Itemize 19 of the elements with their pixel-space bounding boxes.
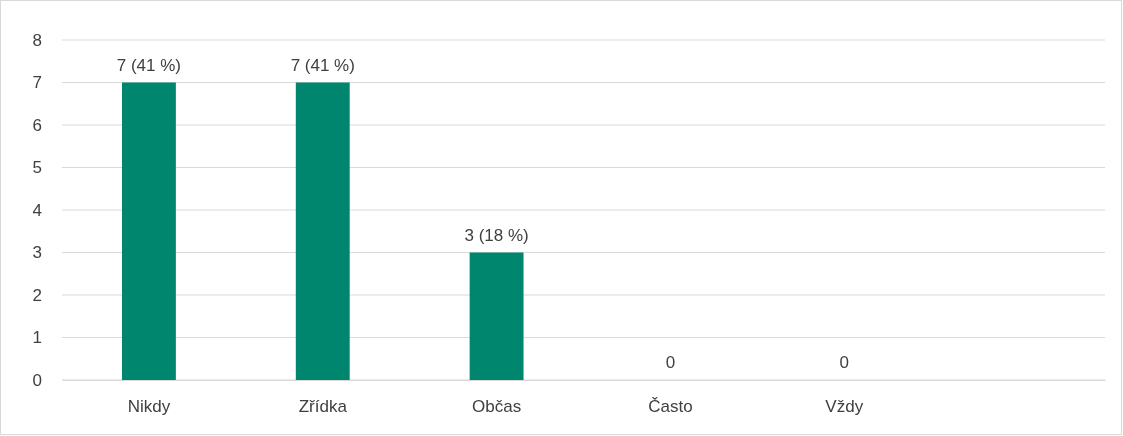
y-tick-label: 8	[32, 30, 42, 50]
y-tick-label: 2	[32, 285, 42, 305]
y-tick-label: 7	[32, 73, 42, 93]
y-tick-label: 3	[32, 243, 42, 263]
data-label: 0	[665, 353, 676, 372]
y-tick-label: 4	[32, 200, 42, 220]
x-tick-label: Vždy	[825, 397, 864, 417]
data-label: 7 (41 %)	[116, 55, 182, 75]
y-tick-label: 0	[32, 370, 42, 390]
x-tick-label: Občas	[472, 397, 522, 417]
x-tick-label: Zřídka	[298, 397, 348, 417]
x-tick-label: Nikdy	[127, 397, 171, 417]
y-tick-label: 1	[32, 328, 42, 348]
y-tick-label: 5	[32, 158, 42, 178]
data-label: 0	[839, 353, 849, 372]
x-tick-label: Často	[648, 397, 693, 417]
y-tick-label: 6	[32, 115, 42, 135]
data-label: 7 (41 %)	[290, 55, 355, 75]
data-label: 3 (18 %)	[464, 225, 529, 245]
